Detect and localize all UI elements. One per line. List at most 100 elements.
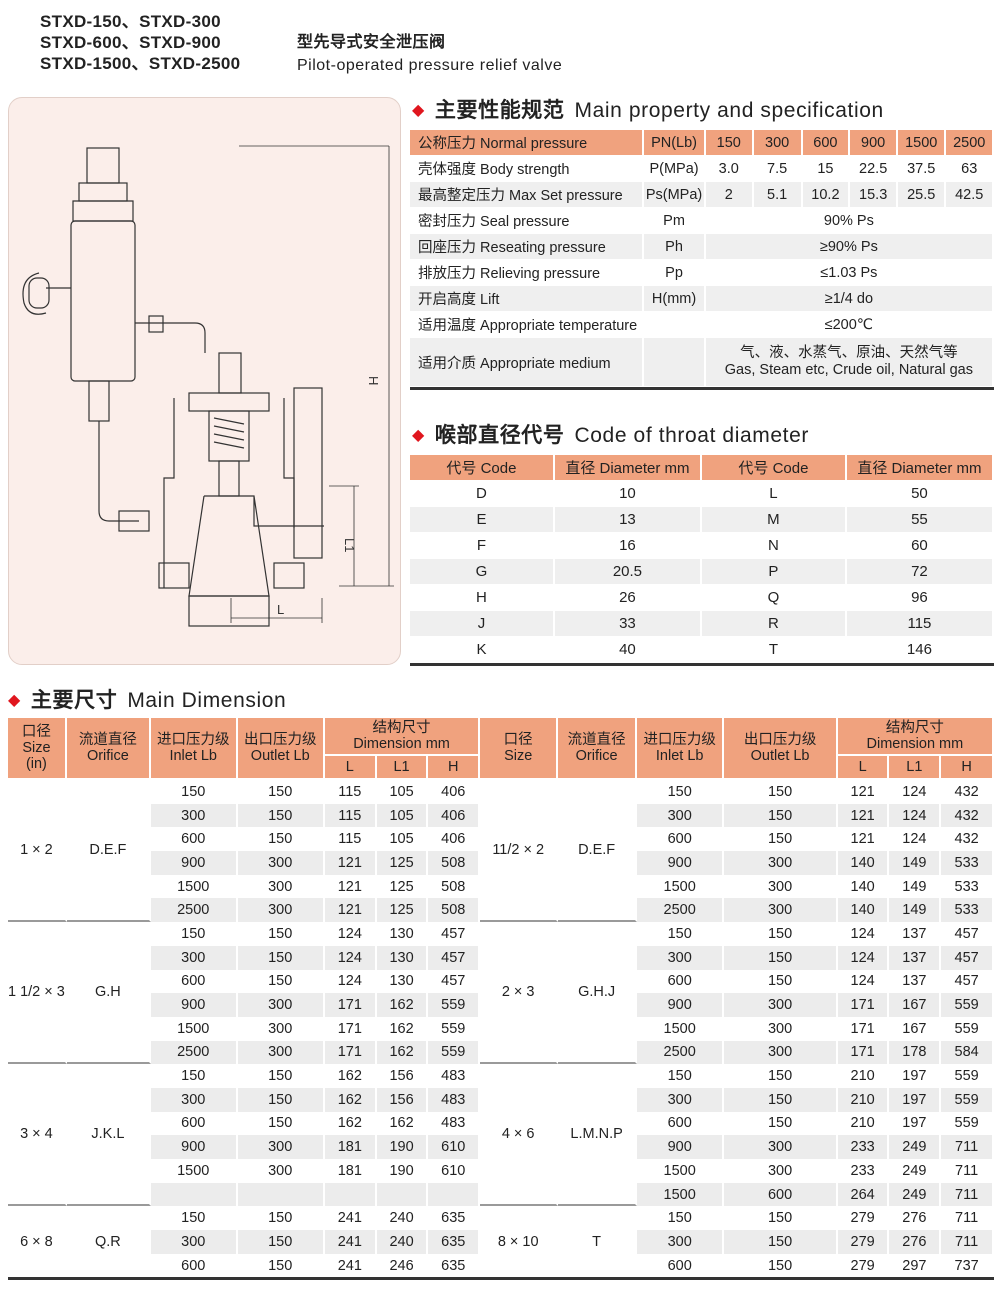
spec-value-text: ≤1.03 Ps — [820, 264, 878, 281]
value-cell: 197 — [889, 1087, 942, 1112]
value-cell: 600 — [637, 969, 725, 994]
value-cell: 279 — [838, 1206, 890, 1231]
throat-cell: 13 — [554, 507, 702, 533]
value-cell: 162 — [325, 1111, 377, 1136]
spec-value: 63 — [946, 156, 994, 182]
table-row: E 13 M 55 — [410, 507, 994, 533]
spec-label: 回座压力 Reseating pressure — [410, 234, 645, 260]
spec-value: 3.0 — [705, 156, 754, 182]
table-row: 300 150 162 156 483 300 150 210 197 559 — [8, 1087, 994, 1112]
value-cell: 130 — [377, 922, 429, 946]
value-cell: 900 — [636, 993, 725, 1017]
value-cell: 300 — [724, 1040, 838, 1065]
value-cell: 300 — [238, 874, 325, 899]
value-cell: 137 — [889, 969, 942, 994]
value-cell: 156 — [376, 1087, 429, 1112]
value-cell: 121 — [838, 780, 890, 804]
header-h: H — [428, 756, 481, 780]
value-cell: 150 — [724, 1111, 838, 1136]
value-cell: 300 — [237, 898, 325, 923]
product-title-en: Pilot-operated pressure relief valve — [297, 57, 563, 74]
table-row: 适用介质 Appropriate medium 气、液、水蒸气、原油、天然气等 Ga… — [410, 338, 994, 387]
value-cell: 300 — [237, 851, 325, 875]
size-cell: 1 × 2 — [8, 780, 67, 923]
value-cell: 508 — [428, 851, 481, 875]
value-cell: 150 — [637, 1206, 725, 1231]
value-cell: 300 — [238, 1159, 325, 1183]
value-cell: 149 — [889, 874, 942, 899]
table-row: J 33 R 115 — [410, 611, 994, 637]
value-cell: 300 — [237, 1040, 325, 1065]
throat-cell: 33 — [554, 611, 702, 637]
value-cell: 610 — [428, 1135, 481, 1159]
value-cell: 162 — [324, 1087, 377, 1112]
table-row: L L1 H L L1 H — [8, 756, 994, 780]
value-cell: 300 — [636, 803, 725, 828]
value-cell: 162 — [377, 1016, 429, 1041]
spec-label: 密封压力 Seal pressure — [410, 208, 645, 234]
value-cell: 1500 — [637, 874, 725, 899]
value-cell: 241 — [324, 1230, 377, 1254]
table-row: 1500 300 121 125 508 1500 300 140 149 533 — [8, 874, 994, 899]
value-cell: 457 — [428, 945, 481, 970]
value-cell: 635 — [428, 1230, 481, 1254]
value-cell: 167 — [889, 1016, 942, 1041]
table-row: 口径 Size (in) 流道直径 Orifice 进口压力级 Inlet Lb 出口压力级 O… — [8, 718, 994, 780]
value-cell: 124 — [325, 969, 377, 994]
orifice-cell: D.E.F — [66, 780, 151, 923]
header-cell: 公称压力 Normal pressure — [410, 130, 645, 156]
dimension-title-cn: 主要尺寸 — [30, 689, 118, 712]
header-text: Size — [22, 740, 51, 756]
value-cell: 1500 — [151, 874, 238, 899]
value-cell: 125 — [377, 874, 429, 899]
value-cell: 149 — [889, 898, 942, 923]
spec-section-title: ◆ 主要性能规范 Main property and specification — [412, 94, 884, 124]
value-cell: 124 — [838, 922, 890, 946]
value-cell: 249 — [889, 1135, 942, 1159]
table-row: 900 300 181 190 610 900 300 233 249 711 — [8, 1135, 994, 1159]
header-text: Dimension mm — [866, 736, 964, 752]
value-cell: 124 — [889, 803, 942, 828]
value-cell: 432 — [941, 827, 994, 852]
value-cell: 124 — [324, 945, 377, 970]
throat-cell: 60 — [846, 533, 994, 559]
product-title-cn: 型先导式安全泄压阀 — [297, 34, 446, 51]
header-text: Orifice — [575, 748, 618, 764]
product-title: 型先导式安全泄压阀 Pilot-operated pressure relief… — [297, 31, 562, 77]
throat-section-title: ◆ 喉部直径代号 Code of throat diameter — [412, 419, 809, 449]
value-cell: 150 — [724, 945, 838, 970]
value-cell: 610 — [428, 1159, 481, 1183]
table-row: 2500 300 121 125 508 2500 300 140 149 533 — [8, 898, 994, 923]
spec-symbol: Pp — [644, 260, 706, 286]
diamond-bullet-icon: ◆ — [412, 102, 425, 119]
table-row: 1 1/2 × 3 G.H 150 150 124 130 457 2 × 3 G.H.J 150… — [8, 922, 994, 1065]
header-text: Outlet Lb — [250, 748, 310, 764]
value-cell — [237, 1182, 325, 1207]
value-cell: 150 — [151, 780, 238, 804]
value-cell: 249 — [889, 1159, 942, 1183]
header-text: Orifice — [86, 748, 129, 764]
value-cell: 1500 — [151, 1159, 238, 1183]
spec-value: ≤1.03 Ps — [705, 260, 994, 286]
value-cell: 559 — [941, 993, 994, 1017]
size-cell: 4 × 6 — [480, 1064, 559, 1207]
value-cell: 635 — [428, 1206, 481, 1231]
value-cell: 150 — [724, 969, 838, 994]
value-cell: 233 — [838, 1159, 890, 1183]
throat-title-en: Code of throat diameter — [574, 424, 809, 447]
diamond-bullet-icon: ◆ — [412, 427, 425, 444]
value-cell: 300 — [238, 1016, 325, 1041]
value-cell: 300 — [724, 898, 838, 923]
value-cell: 190 — [377, 1159, 429, 1183]
value-cell: 533 — [941, 874, 994, 899]
throat-cell: G — [410, 559, 555, 585]
value-cell: 150 — [724, 1230, 838, 1254]
table-row: 600 150 124 130 457 600 150 124 137 457 — [8, 969, 994, 994]
header-text: 流道直径 — [567, 732, 626, 748]
size-cell: 1 1/2 × 3 — [8, 922, 67, 1065]
size-cell: 11/2 × 2 — [480, 780, 559, 923]
value-cell: 300 — [150, 945, 238, 970]
header-text: Size — [504, 748, 533, 764]
value-cell: 264 — [837, 1182, 890, 1207]
value-cell: 300 — [724, 1135, 838, 1159]
